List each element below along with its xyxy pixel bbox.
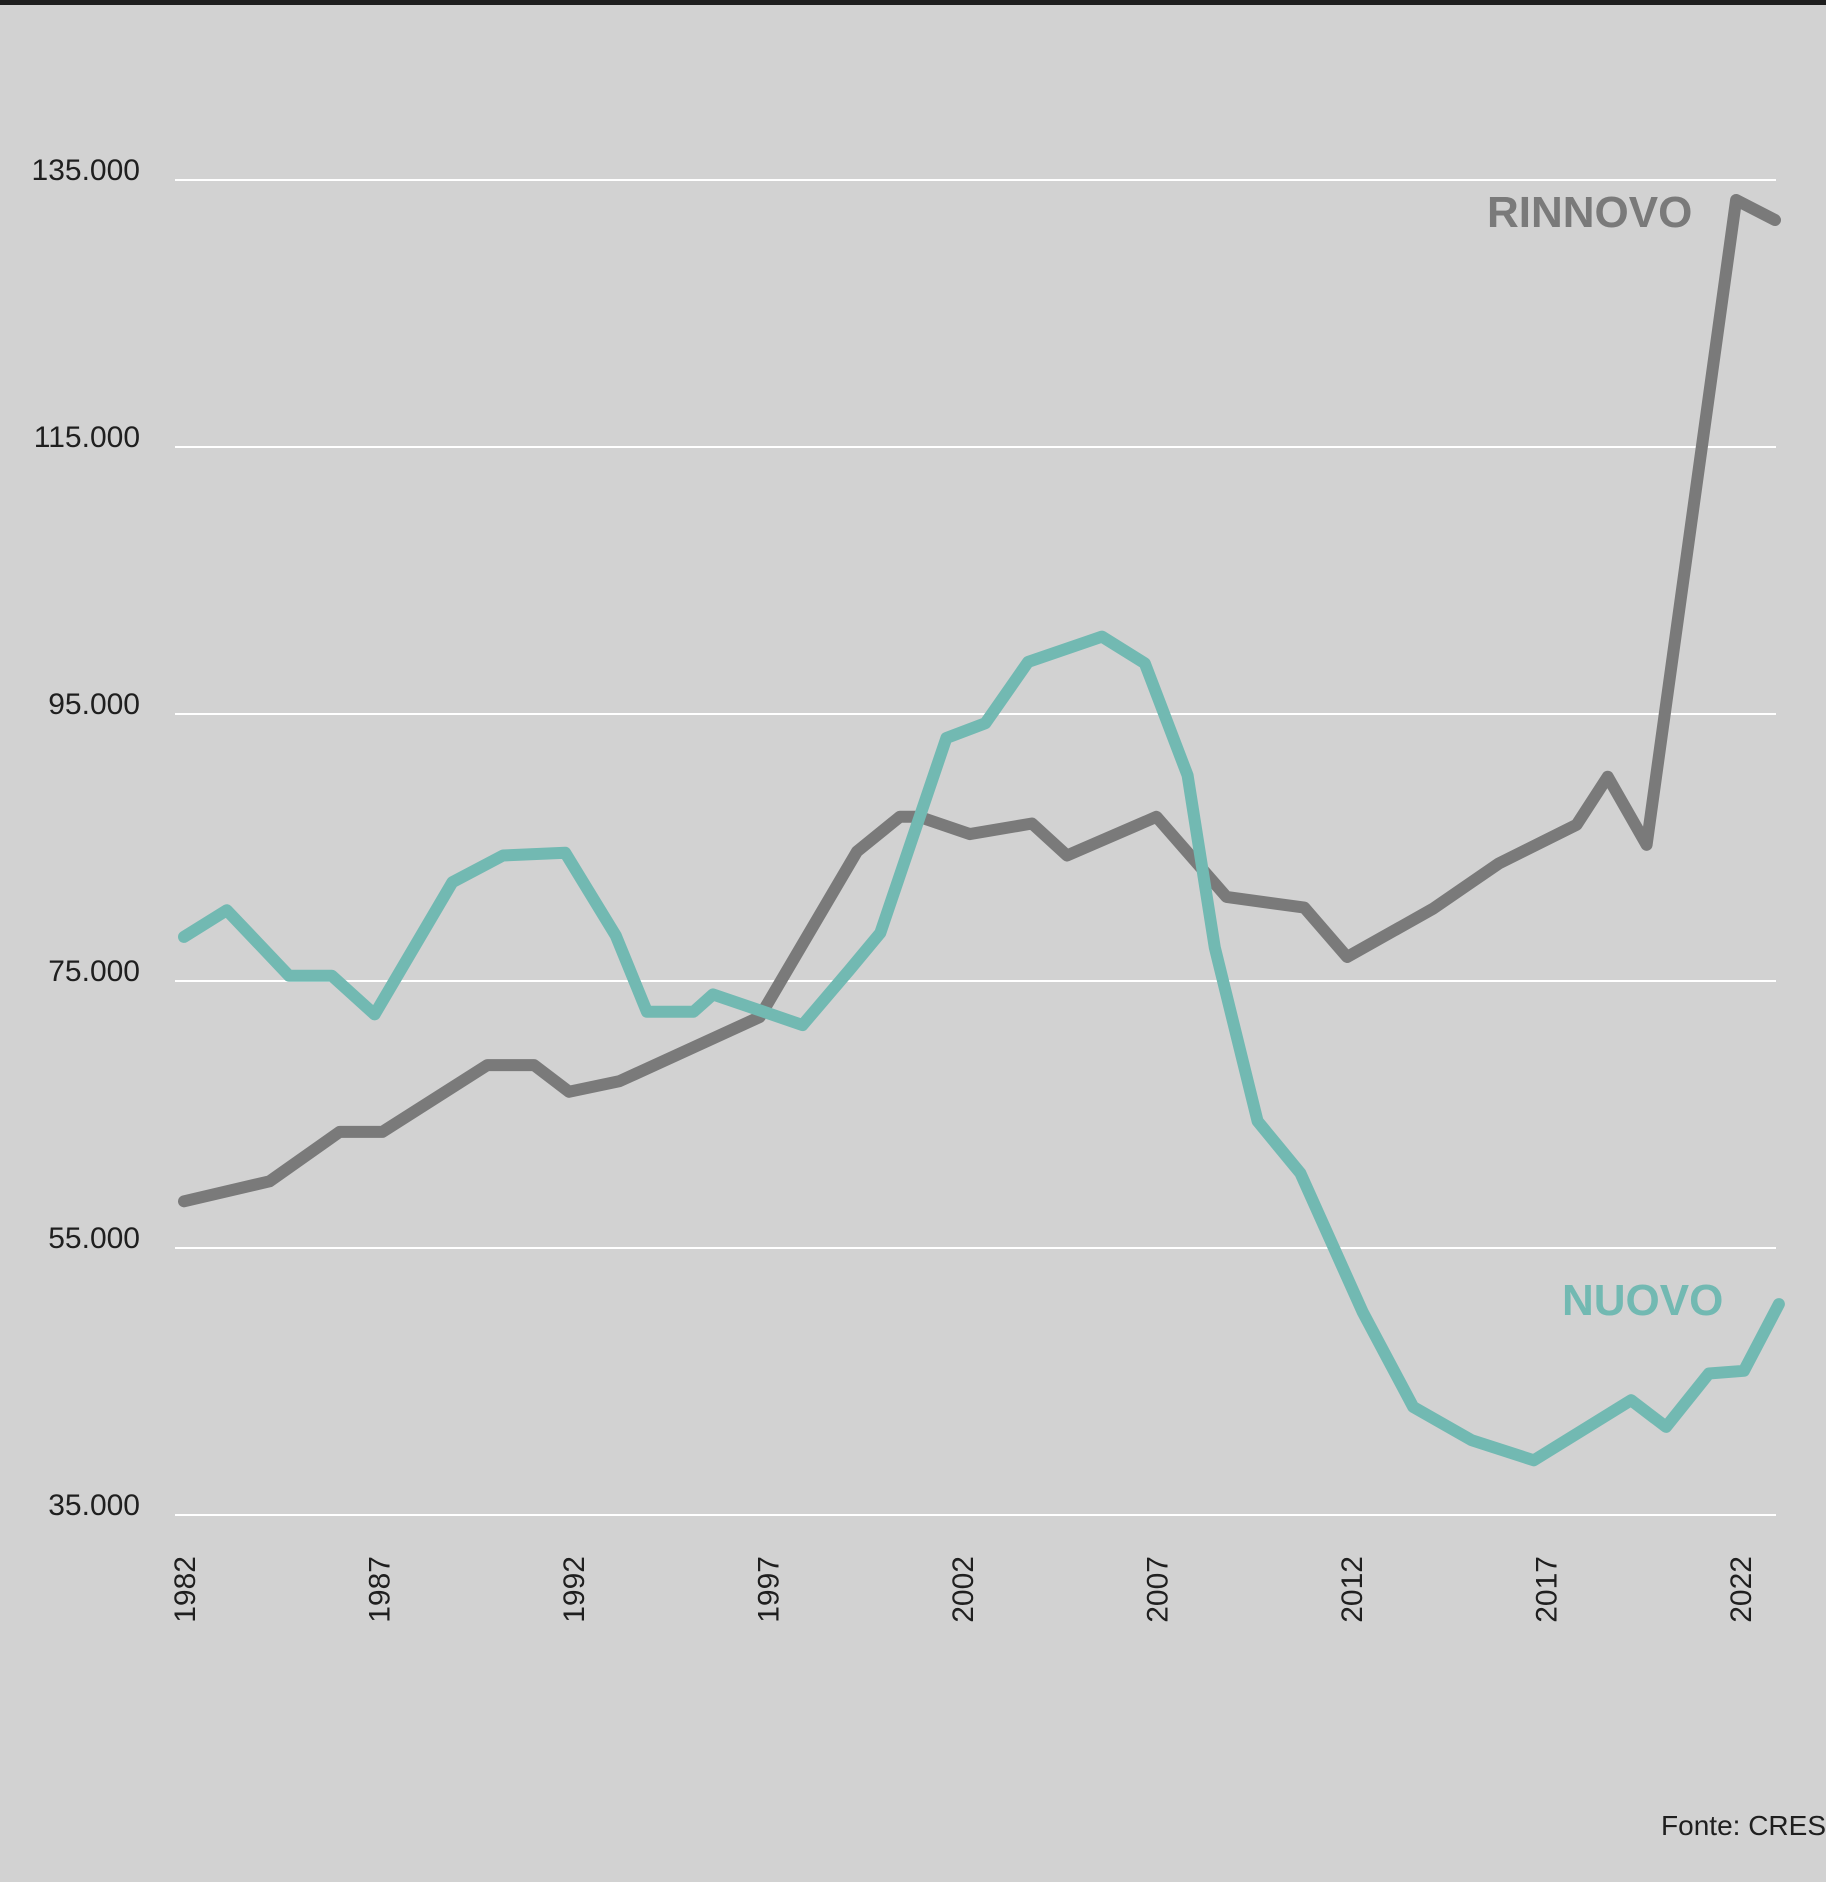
y-axis-ticks: 35.000 55.000 75.000 95.000 115.000 135.000 [32,154,140,1522]
x-tick-label: 2002 [947,1556,980,1623]
x-tick-label: 2007 [1142,1556,1175,1623]
y-tick-label: 95.000 [48,688,140,721]
x-tick-label: 2012 [1336,1556,1369,1623]
top-rule [0,0,1826,5]
series-labels: RINNOVO NUOVO [1487,188,1723,1325]
y-tick-label: 35.000 [48,1489,140,1522]
x-tick-label: 1997 [753,1556,786,1623]
x-tick-label: 1992 [558,1556,591,1623]
gridlines [175,179,1776,1516]
y-tick-label: 115.000 [34,421,140,454]
y-tick-label: 75.000 [48,955,140,988]
source-note: Fonte: CRES [1661,1810,1826,1841]
y-tick-label: 135.000 [32,154,140,187]
y-tick-label: 55.000 [48,1222,140,1255]
series-line-nuovo [178,630,1785,1467]
series-line-rinnovo [178,194,1781,1208]
series-lines [178,194,1785,1467]
x-axis-ticks: 1982 1987 1992 1997 2002 2007 2012 2017 2022 [169,1556,1758,1623]
x-tick-label: 2022 [1725,1556,1758,1623]
series-label-nuovo: NUOVO [1562,1276,1723,1325]
series-label-rinnovo: RINNOVO [1487,188,1692,237]
x-tick-label: 1987 [364,1556,397,1623]
x-tick-label: 2017 [1531,1556,1564,1623]
x-tick-label: 1982 [169,1556,202,1623]
